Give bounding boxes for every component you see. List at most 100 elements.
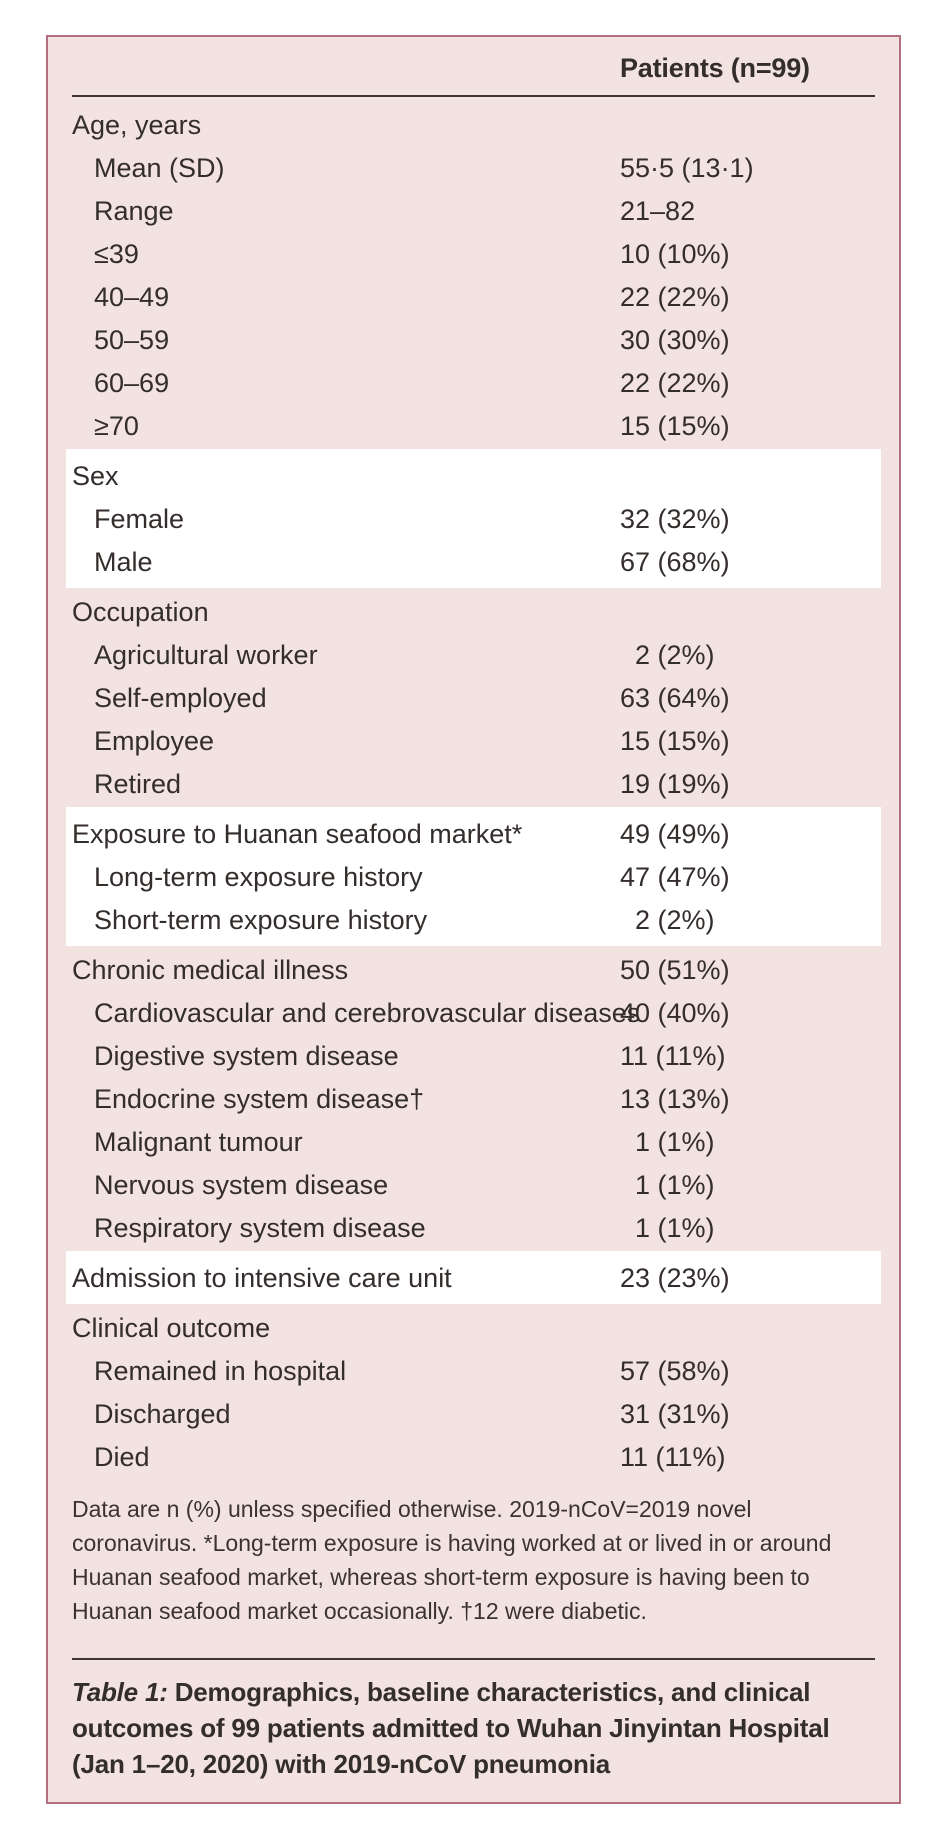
row-label: Long-term exposure history <box>94 861 423 892</box>
table-row: 60–69 22 (22%) <box>72 361 875 404</box>
row-label: Malignant tumour <box>94 1126 303 1157</box>
table-row: Died 11 (11%) <box>72 1435 875 1478</box>
table-row: 50–59 30 (30%) <box>72 318 875 361</box>
row-value: 63 (64%) <box>620 682 730 713</box>
row-value: 21–82 <box>620 195 696 226</box>
row-value: 2 (2%) <box>635 639 715 670</box>
row-value: 55·5 (13·1) <box>620 152 754 183</box>
table-row: Range 21–82 <box>72 189 875 232</box>
table-row: ≤39 10 (10%) <box>72 232 875 275</box>
row-label: ≤39 <box>94 238 139 269</box>
row-label: Retired <box>94 768 182 799</box>
row-label: Remained in hospital <box>94 1355 347 1386</box>
row-label: Female <box>94 503 185 534</box>
table-row: Malignant tumour 1 (1%) <box>72 1120 875 1163</box>
row-value: 15 (15%) <box>620 410 730 441</box>
row-label: Cardiovascular and cerebrovascular disea… <box>94 997 641 1028</box>
row-value: 67 (68%) <box>620 546 730 577</box>
table-row: Admission to intensive care unit 23 (23%) <box>72 1256 875 1299</box>
row-value: 1 (1%) <box>635 1169 715 1200</box>
row-value: 30 (30%) <box>620 324 730 355</box>
caption-rule <box>72 1658 875 1660</box>
row-label: Died <box>94 1441 150 1472</box>
row-label: 40–49 <box>94 281 170 312</box>
row-label: Digestive system disease <box>94 1040 399 1071</box>
table-section-highlighted: Sex Female 32 (32%) Male 67 (68%) <box>66 449 881 588</box>
row-label: ≥70 <box>94 410 139 441</box>
table-row: Endocrine system disease† 13 (13%) <box>72 1077 875 1120</box>
row-label: Chronic medical illness <box>72 954 349 985</box>
row-value: 57 (58%) <box>620 1355 730 1386</box>
table-row: Nervous system disease 1 (1%) <box>72 1163 875 1206</box>
table-section: Chronic medical illness 50 (51%) Cardiovas… <box>72 946 875 1251</box>
table-section-highlighted: Admission to intensive care unit 23 (23%) <box>66 1251 881 1304</box>
row-label: 60–69 <box>94 367 170 398</box>
table-row: Age, years <box>72 103 875 146</box>
table-row: Retired 19 (19%) <box>72 762 875 805</box>
row-value: 19 (19%) <box>620 768 730 799</box>
table-row: Self-employed 63 (64%) <box>72 676 875 719</box>
row-value: 1 (1%) <box>635 1126 715 1157</box>
row-value: 40 (40%) <box>620 997 730 1028</box>
row-label: Agricultural worker <box>94 639 318 670</box>
row-label: Admission to intensive care unit <box>72 1262 452 1293</box>
row-value: 49 (49%) <box>620 818 730 849</box>
row-value: 11 (11%) <box>620 1441 726 1472</box>
caption-table-number: Table 1: <box>72 1677 168 1707</box>
row-label: Nervous system disease <box>94 1169 389 1200</box>
table-row: Sex <box>72 454 875 497</box>
row-value: 13 (13%) <box>620 1083 730 1114</box>
row-label: Discharged <box>94 1398 231 1429</box>
row-label: Exposure to Huanan seafood market* <box>72 818 523 849</box>
table-row: Short-term exposure history 2 (2%) <box>72 898 875 941</box>
caption-title-text: Demographics, baseline characteristics, … <box>72 1677 830 1779</box>
table-row: Male 67 (68%) <box>72 540 875 583</box>
table-row: Discharged 31 (31%) <box>72 1392 875 1435</box>
row-label: Male <box>94 546 153 577</box>
table-row: Female 32 (32%) <box>72 497 875 540</box>
row-value: 23 (23%) <box>620 1262 730 1293</box>
table-row: Employee 15 (15%) <box>72 719 875 762</box>
row-value: 50 (51%) <box>620 954 730 985</box>
row-label: Self-employed <box>94 682 267 713</box>
table-row: ≥70 15 (15%) <box>72 404 875 447</box>
column-header-patients: Patients (n=99) <box>620 53 810 83</box>
table-section: Occupation Agricultural worker 2 (2%) Self-… <box>72 588 875 807</box>
row-label: Employee <box>94 725 215 756</box>
table-body: Age, years Mean (SD) 55·5 (13·1) Range 21–82… <box>66 101 881 1480</box>
row-label: Sex <box>72 460 119 491</box>
row-value: 10 (10%) <box>620 238 730 269</box>
row-value: 22 (22%) <box>620 367 730 398</box>
table-section-highlighted: Exposure to Huanan seafood market* 49 (49… <box>66 807 881 946</box>
row-label: Short-term exposure history <box>94 904 428 935</box>
row-label: Endocrine system disease† <box>94 1083 425 1114</box>
row-value: 2 (2%) <box>635 904 715 935</box>
table-row: Remained in hospital 57 (58%) <box>72 1349 875 1392</box>
table-row: 40–49 22 (22%) <box>72 275 875 318</box>
row-value: 47 (47%) <box>620 861 730 892</box>
table-row: Long-term exposure history 47 (47%) <box>72 855 875 898</box>
table-row: Cardiovascular and cerebrovascular disea… <box>72 991 875 1034</box>
row-value: 15 (15%) <box>620 725 730 756</box>
table-section: Age, years Mean (SD) 55·5 (13·1) Range 21–82… <box>72 101 875 449</box>
row-value: 31 (31%) <box>620 1398 730 1429</box>
table-row: Mean (SD) 55·5 (13·1) <box>72 146 875 189</box>
table-row: Occupation <box>72 590 875 633</box>
row-label: 50–59 <box>94 324 170 355</box>
row-label: Mean (SD) <box>94 152 225 183</box>
row-label: Age, years <box>72 109 202 140</box>
table-section: Clinical outcome Remained in hospital 57 (… <box>72 1304 875 1480</box>
row-label: Clinical outcome <box>72 1312 271 1343</box>
row-value: 32 (32%) <box>620 503 730 534</box>
row-label: Occupation <box>72 596 209 627</box>
table-row: Respiratory system disease 1 (1%) <box>72 1206 875 1249</box>
table-row: Digestive system disease 11 (11%) <box>72 1034 875 1077</box>
table-row: Chronic medical illness 50 (51%) <box>72 948 875 991</box>
table-caption: Table 1: Demographics, baseline characte… <box>72 1674 875 1782</box>
table-row: Clinical outcome <box>72 1306 875 1349</box>
table-footnote: Data are n (%) unless specified otherwis… <box>72 1496 832 1624</box>
row-label: Range <box>94 195 174 226</box>
table-card: Patients (n=99) Age, years Mean (SD) 55·5 … <box>46 35 901 1804</box>
row-value: 11 (11%) <box>620 1040 726 1071</box>
row-label: Respiratory system disease <box>94 1212 426 1243</box>
